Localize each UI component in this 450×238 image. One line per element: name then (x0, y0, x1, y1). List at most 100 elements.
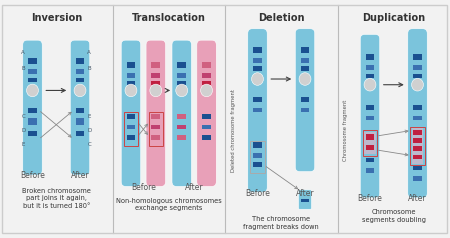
Bar (177, 125, 186, 129)
Bar (177, 135, 186, 139)
Bar (253, 66, 262, 71)
Text: A: A (87, 50, 91, 55)
Text: Before: Before (20, 171, 45, 180)
Bar (126, 62, 135, 68)
Text: After: After (408, 194, 427, 203)
Bar (151, 125, 160, 129)
Text: Non-homologous chromosomes
exchange segments: Non-homologous chromosomes exchange segm… (116, 198, 221, 211)
Circle shape (201, 84, 212, 97)
Text: C: C (87, 142, 91, 147)
Bar (301, 66, 310, 71)
Bar (126, 135, 135, 139)
Text: Before: Before (131, 183, 156, 192)
Bar (365, 116, 374, 120)
Bar (413, 166, 422, 170)
Circle shape (364, 79, 376, 91)
Bar (363, 130, 377, 156)
Bar (365, 168, 374, 173)
Text: Broken chromosome
part joins it again,
but it is turned 180°: Broken chromosome part joins it again, b… (22, 188, 91, 208)
FancyBboxPatch shape (70, 40, 90, 175)
Bar (28, 58, 37, 64)
Text: Deletion: Deletion (258, 13, 305, 23)
Text: Chromosome fragment: Chromosome fragment (343, 100, 348, 161)
FancyBboxPatch shape (248, 29, 267, 192)
Bar (202, 114, 211, 119)
Bar (202, 73, 211, 78)
Bar (365, 105, 374, 110)
Text: Before: Before (245, 188, 270, 198)
Circle shape (27, 84, 38, 97)
Circle shape (176, 84, 188, 97)
Text: Chromosome
segments doubling: Chromosome segments doubling (362, 209, 426, 223)
Bar (410, 127, 424, 165)
Bar (177, 73, 186, 78)
Circle shape (74, 84, 86, 97)
Text: B: B (87, 66, 91, 71)
Text: After: After (185, 183, 203, 192)
Bar (413, 176, 422, 181)
Bar (301, 108, 310, 112)
Bar (126, 125, 135, 129)
Bar (365, 74, 374, 78)
FancyBboxPatch shape (146, 40, 166, 186)
Bar (365, 145, 374, 150)
Bar (28, 108, 37, 113)
Bar (365, 158, 374, 162)
Bar (76, 69, 85, 74)
Circle shape (299, 73, 311, 85)
Bar (28, 78, 37, 82)
Bar (301, 47, 310, 53)
Circle shape (252, 73, 263, 85)
Bar (28, 119, 37, 125)
FancyBboxPatch shape (298, 190, 311, 209)
Bar (253, 47, 262, 53)
Bar (126, 81, 135, 85)
Bar (76, 58, 85, 64)
Bar (365, 134, 374, 139)
Circle shape (150, 84, 162, 97)
Bar (177, 62, 186, 68)
Bar (151, 81, 160, 85)
Text: E: E (87, 114, 91, 119)
Text: C: C (22, 114, 25, 119)
Text: D: D (21, 128, 26, 133)
Text: Inversion: Inversion (31, 13, 82, 23)
Text: Deleted chromosome fragment: Deleted chromosome fragment (231, 89, 236, 172)
Bar (413, 105, 422, 110)
Bar (76, 78, 85, 82)
Bar (413, 139, 422, 143)
Text: D: D (87, 128, 91, 133)
Bar (177, 81, 186, 85)
Bar (413, 155, 422, 159)
Bar (253, 97, 262, 102)
Bar (149, 112, 163, 146)
Bar (151, 114, 160, 119)
Bar (76, 131, 85, 136)
Bar (202, 81, 211, 85)
Bar (301, 97, 310, 102)
Bar (253, 153, 262, 158)
FancyBboxPatch shape (172, 40, 191, 186)
Text: After: After (296, 188, 314, 198)
Text: The chromosome
fragment breaks down: The chromosome fragment breaks down (243, 216, 319, 230)
FancyBboxPatch shape (408, 29, 427, 198)
Bar (413, 65, 422, 70)
Bar (253, 162, 262, 167)
Bar (76, 108, 85, 113)
Bar (413, 146, 422, 151)
Bar (413, 54, 422, 60)
Bar (253, 142, 262, 148)
Bar (202, 135, 211, 139)
Text: Duplication: Duplication (362, 13, 425, 23)
FancyBboxPatch shape (121, 40, 141, 186)
Bar (151, 62, 160, 68)
Bar (202, 125, 211, 129)
FancyBboxPatch shape (197, 40, 216, 186)
Bar (177, 114, 186, 119)
Text: E: E (22, 142, 25, 147)
Bar (76, 119, 85, 125)
Bar (412, 128, 423, 164)
FancyBboxPatch shape (360, 35, 380, 198)
Text: B: B (22, 66, 25, 71)
Bar (413, 130, 422, 135)
